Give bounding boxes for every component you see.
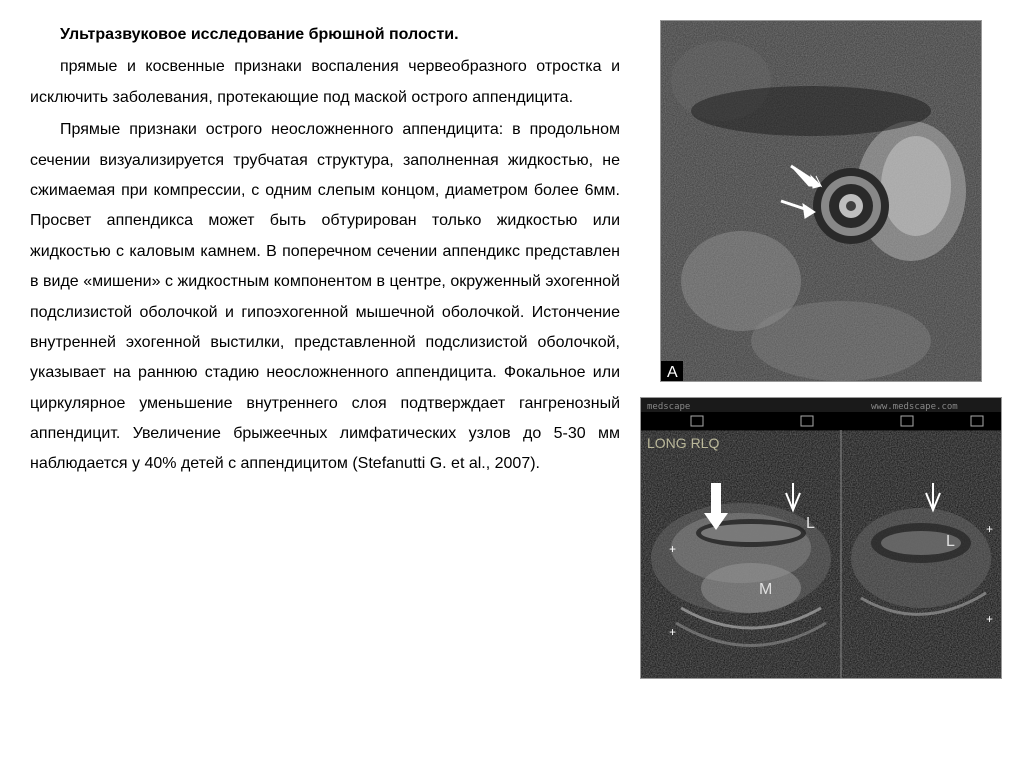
- ultrasound-image-bottom: medscape www.medscape.com LONG RLQ: [640, 397, 1002, 679]
- header-left-text: medscape: [647, 402, 690, 412]
- page-container: Ультразвуковое исследование брюшной поло…: [30, 20, 1004, 679]
- ultrasound-svg-bottom: medscape www.medscape.com LONG RLQ: [641, 398, 1001, 678]
- scan-label: LONG RLQ: [647, 435, 719, 451]
- image-corner-label: A: [667, 364, 678, 381]
- svg-text:+: +: [669, 625, 676, 639]
- header-right-text: www.medscape.com: [871, 402, 958, 412]
- ultrasound-svg-top: A: [661, 21, 981, 381]
- image-column: A medscape www.medscape.com LO: [640, 20, 1000, 679]
- label-M: M: [759, 581, 772, 598]
- paragraph-2: Прямые признаки острого неосложненного а…: [30, 115, 620, 480]
- svg-text:+: +: [986, 612, 993, 626]
- ultrasound-image-top: A: [660, 20, 982, 382]
- section-heading: Ультразвуковое исследование брюшной поло…: [30, 20, 620, 50]
- svg-text:+: +: [669, 542, 676, 556]
- label-L-left: L: [806, 515, 815, 532]
- text-column: Ультразвуковое исследование брюшной поло…: [30, 20, 620, 679]
- label-L-right: L: [946, 533, 955, 550]
- svg-text:+: +: [986, 522, 993, 536]
- paragraph-1: прямые и косвенные признаки воспаления ч…: [30, 52, 620, 113]
